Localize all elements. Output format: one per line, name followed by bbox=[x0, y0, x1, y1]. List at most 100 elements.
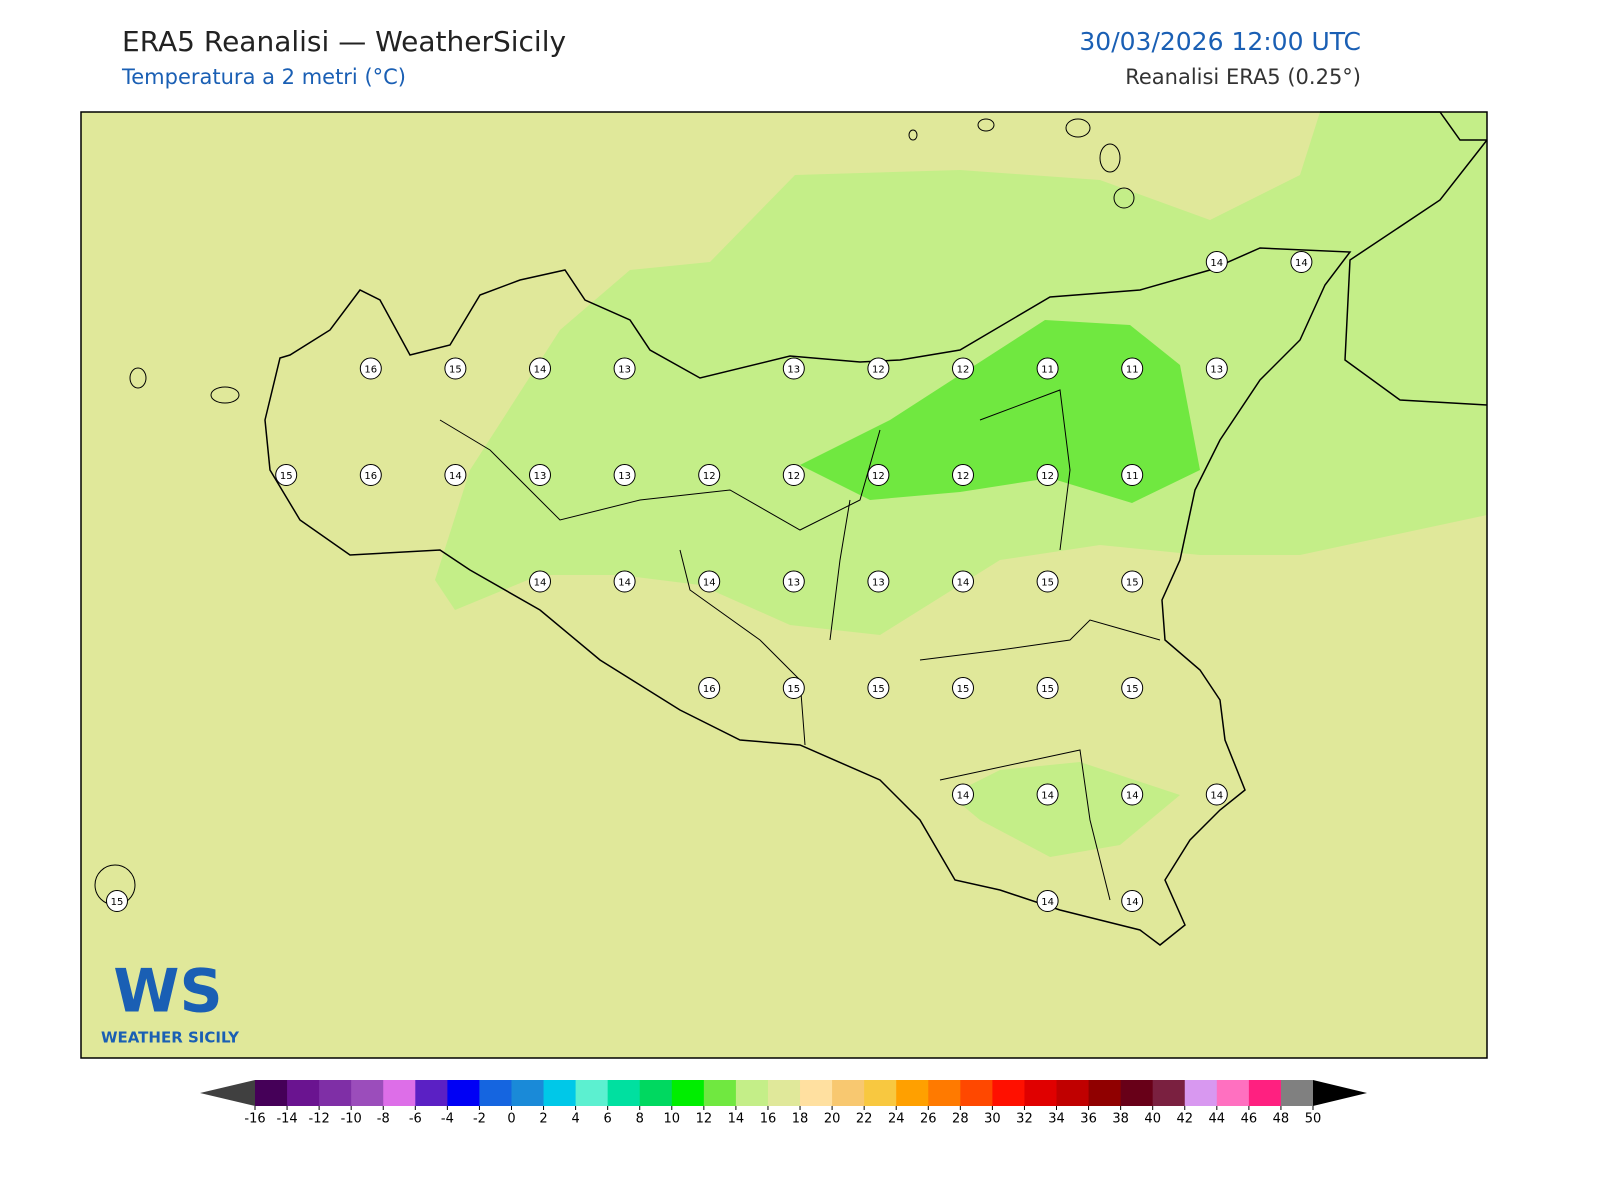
coastline bbox=[264, 247, 1352, 946]
station-value: 12 bbox=[872, 471, 885, 482]
colorbar-segment bbox=[1184, 1080, 1218, 1106]
station-value: 13 bbox=[787, 365, 800, 376]
station-marker bbox=[952, 464, 974, 486]
station-marker bbox=[1121, 677, 1144, 699]
station-value: 15 bbox=[787, 684, 800, 695]
station-marker bbox=[1036, 570, 1059, 593]
title: ERA5 Reanalisi — WeatherSicily bbox=[122, 25, 566, 58]
station-value: 13 bbox=[1210, 365, 1223, 376]
colorbar-tick-label: 46 bbox=[1241, 1112, 1258, 1127]
colorbar-segment bbox=[1056, 1080, 1090, 1106]
station-marker bbox=[529, 464, 551, 486]
colorbar-segment bbox=[479, 1080, 512, 1106]
colorbar: -16 -14 -12 -10 -8 -6 -4 -2 0 2 4 6 8 10 12 14 16 18 20 22 2… bbox=[200, 1080, 1367, 1127]
colorbar-segment bbox=[607, 1080, 641, 1106]
station-value: 15 bbox=[957, 684, 970, 695]
station-marker bbox=[782, 464, 805, 486]
station-value: 12 bbox=[957, 365, 970, 376]
station-value: 13 bbox=[787, 578, 800, 589]
station-value: 12 bbox=[872, 365, 885, 376]
station-value: 12 bbox=[787, 471, 800, 482]
station-value: 11 bbox=[1126, 471, 1139, 482]
island bbox=[977, 118, 995, 132]
colorbar-tick-label: -2 bbox=[473, 1112, 486, 1127]
colorbar-segment bbox=[543, 1080, 577, 1106]
station-value: 14 bbox=[1126, 897, 1139, 908]
colorbar-segment bbox=[928, 1080, 961, 1106]
subtitle: Temperatura a 2 metri (°C) bbox=[121, 65, 406, 89]
colorbar-tick-label: -8 bbox=[377, 1112, 390, 1127]
colorbar-tick-label: 22 bbox=[856, 1112, 873, 1127]
colorbar-tick-label: 24 bbox=[888, 1112, 905, 1127]
colorbar-segment bbox=[960, 1080, 993, 1106]
colorbar-over bbox=[1313, 1080, 1367, 1106]
colorbar-segment bbox=[255, 1080, 288, 1106]
station-marker bbox=[359, 464, 382, 486]
colorbar-segment bbox=[1152, 1080, 1186, 1106]
colorbar-tick-label: 34 bbox=[1048, 1112, 1065, 1127]
station-value: 14 bbox=[534, 578, 547, 589]
station-value: 14 bbox=[703, 578, 716, 589]
station-marker bbox=[275, 464, 298, 486]
station-value: 15 bbox=[1041, 684, 1054, 695]
station-value: 14 bbox=[534, 365, 547, 376]
colorbar-tick-label: -6 bbox=[409, 1112, 422, 1127]
station-marker bbox=[1036, 890, 1059, 912]
colorbar-tick-label: 4 bbox=[571, 1112, 579, 1127]
colorbar-tick-label: 8 bbox=[636, 1112, 644, 1127]
colorbar-segment bbox=[575, 1080, 609, 1106]
colorbar-segment bbox=[1120, 1080, 1154, 1106]
colorbar-tick-label: 28 bbox=[952, 1112, 969, 1127]
colorbar-under bbox=[200, 1080, 255, 1106]
station-marker bbox=[1036, 783, 1059, 806]
station-marker bbox=[613, 357, 636, 380]
colorbar-segment bbox=[896, 1080, 929, 1106]
station-value: 11 bbox=[1041, 365, 1054, 376]
station-marker bbox=[698, 677, 721, 699]
station-marker bbox=[1036, 357, 1059, 380]
station-value: 14 bbox=[1210, 791, 1223, 802]
colorbar-tick-label: -16 bbox=[244, 1112, 265, 1127]
colorbar-segment bbox=[1280, 1080, 1314, 1106]
colorbar-tick-label: 50 bbox=[1305, 1112, 1322, 1127]
station-marker bbox=[1205, 357, 1228, 380]
colorbar-segment bbox=[1216, 1080, 1250, 1106]
station-value: 15 bbox=[1126, 578, 1139, 589]
colorbar-tick-label: -14 bbox=[276, 1112, 297, 1127]
colorbar-tick-label: -4 bbox=[441, 1112, 454, 1127]
station-marker bbox=[1121, 890, 1144, 912]
station-marker bbox=[1290, 251, 1313, 273]
colorbar-tick-label: 0 bbox=[507, 1112, 515, 1127]
island bbox=[129, 367, 147, 389]
station-marker bbox=[1121, 570, 1144, 593]
station-marker bbox=[867, 464, 890, 486]
colorbar-tick-label: 38 bbox=[1112, 1112, 1129, 1127]
colorbar-tick-label: 20 bbox=[824, 1112, 841, 1127]
map: 14 14 16 15 14 13 13 12 12 11 11 13 15 16 14 13 13 12 12 12… bbox=[80, 111, 1488, 1059]
colorbar-segment bbox=[767, 1080, 801, 1106]
station-value: 13 bbox=[534, 471, 547, 482]
island bbox=[908, 129, 918, 141]
station-value: 12 bbox=[1041, 471, 1054, 482]
stations: 14 14 16 15 14 13 13 12 12 11 11 13 15 16 14 13 13 12 12 12… bbox=[106, 251, 1313, 912]
island bbox=[210, 386, 240, 404]
colorbar-segment bbox=[800, 1080, 833, 1106]
map-frame bbox=[80, 111, 1488, 1059]
colorbar-segment bbox=[447, 1080, 480, 1106]
station-marker bbox=[698, 570, 721, 593]
station-value: 15 bbox=[111, 897, 124, 908]
station-marker bbox=[1036, 677, 1059, 699]
station-value: 16 bbox=[364, 471, 377, 482]
station-marker bbox=[444, 357, 467, 380]
logo-text: WEATHER SICILY bbox=[101, 1029, 240, 1047]
temp-area-10-12 bbox=[800, 320, 1200, 503]
colorbar-tick-label: 10 bbox=[664, 1112, 681, 1127]
colorbar-tick-label: 48 bbox=[1273, 1112, 1290, 1127]
datetime: 30/03/2026 12:00 UTC bbox=[1079, 27, 1361, 56]
colorbar-segment bbox=[1248, 1080, 1282, 1106]
colorbar-tick-label: 16 bbox=[760, 1112, 777, 1127]
station-marker bbox=[444, 464, 467, 486]
station-marker bbox=[782, 570, 805, 593]
